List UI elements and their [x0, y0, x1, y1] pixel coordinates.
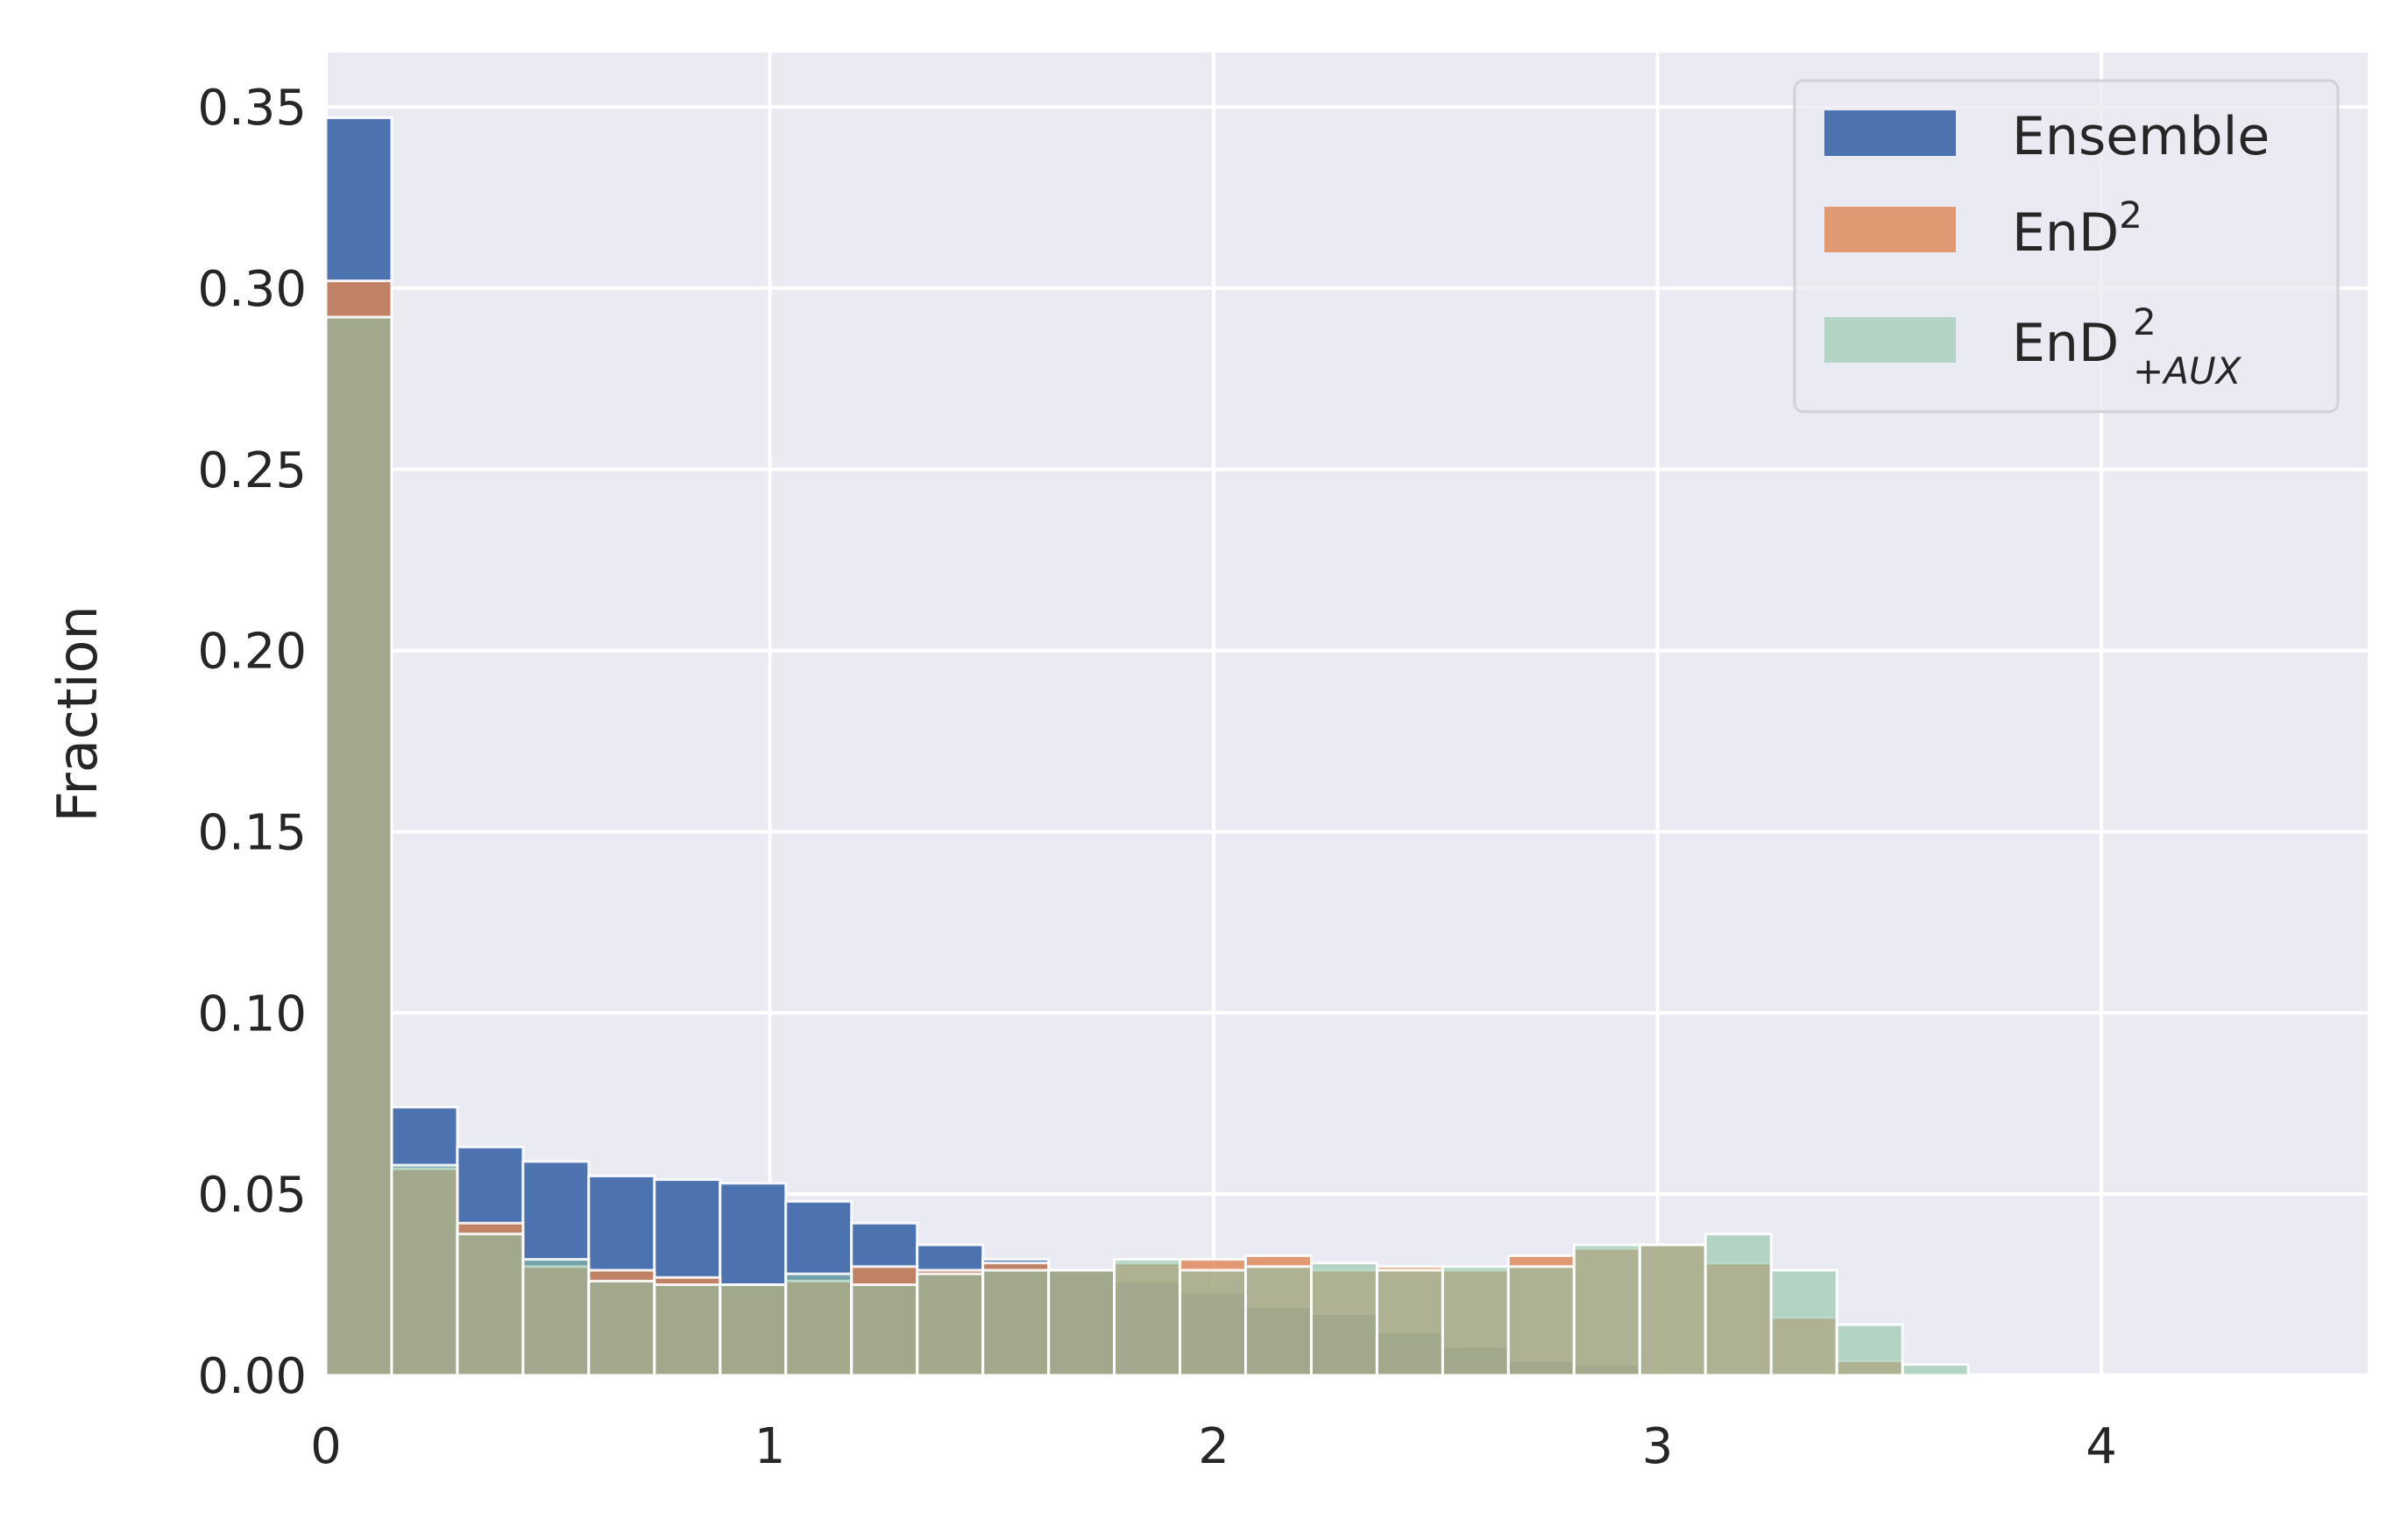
grid-lines [324, 53, 2368, 1377]
bar-series-2-bin-9 [916, 1272, 985, 1377]
legend-label-end2-sup: 2 [2119, 194, 2142, 237]
legend: Ensemble EnD2 EnD 2 +AUX [1793, 79, 2340, 413]
bar-series-2-bin-13 [1179, 1268, 1248, 1377]
bar-series-2-bin-12 [1113, 1258, 1182, 1377]
bar-series-2-bin-2 [456, 1233, 525, 1377]
legend-label-end2-aux: EnD [2012, 313, 2119, 374]
y-axis-label: Fraction [46, 605, 110, 823]
legend-label-ensemble: Ensemble [2012, 106, 2270, 167]
bar-series-2-bin-8 [850, 1283, 919, 1377]
x-tick-labels: 0 1 2 3 4 [310, 1418, 2117, 1475]
bar-series-2-bin-0 [324, 315, 393, 1377]
bar-series-2-bin-3 [521, 1258, 591, 1377]
bar-series-2-bin-11 [1047, 1268, 1116, 1377]
x-tick-label-2: 2 [1198, 1418, 1229, 1475]
legend-label-end2: EnD2 [2012, 194, 2142, 264]
bar-series-2-bin-19 [1572, 1243, 1641, 1377]
y-tick-label-7: 0.35 [197, 80, 307, 137]
y-tick-label-0: 0.00 [197, 1348, 307, 1405]
legend-swatch-ensemble [1824, 110, 1956, 156]
y-tick-labels: 0.00 0.05 0.10 0.15 0.20 0.25 0.30 0.35 [197, 80, 307, 1405]
bar-series-2-bin-1 [390, 1163, 459, 1377]
legend-swatch-end2 [1824, 207, 1956, 252]
bar-series-2-bin-17 [1441, 1265, 1510, 1377]
legend-label-end2-name: EnD [2012, 202, 2119, 264]
bar-series-2-bin-21 [1703, 1233, 1773, 1377]
legend-label-end2-aux-sup: 2 [2133, 300, 2157, 343]
x-tick-label-3: 3 [1642, 1418, 1674, 1475]
bar-series-2-bin-4 [587, 1279, 656, 1377]
bar-series-2-bin-7 [784, 1272, 853, 1377]
bar-series-2-bin-18 [1506, 1265, 1576, 1377]
y-tick-label-6: 0.30 [197, 261, 307, 318]
bar-series-2-bin-22 [1769, 1268, 1838, 1377]
y-tick-label-5: 0.25 [197, 442, 307, 499]
bar-series-2-bin-20 [1638, 1243, 1707, 1377]
y-tick-label-1: 0.05 [197, 1167, 307, 1224]
bar-series-2-bin-5 [653, 1283, 722, 1377]
bar-series-2-bin-16 [1375, 1268, 1444, 1377]
bar-series-2-bin-6 [719, 1283, 788, 1377]
series-2 [324, 315, 1970, 1377]
legend-label-end2-aux-sub: +AUX [2133, 350, 2242, 392]
y-tick-label-4: 0.20 [197, 624, 307, 681]
bar-series-2-bin-23 [1835, 1323, 1904, 1377]
x-tick-label-0: 0 [310, 1418, 342, 1475]
x-tick-label-4: 4 [2086, 1418, 2117, 1475]
bars [324, 116, 1970, 1377]
legend-swatch-end2-aux [1824, 317, 1956, 363]
bar-series-2-bin-24 [1901, 1363, 1970, 1377]
x-tick-label-1: 1 [754, 1418, 786, 1475]
y-tick-label-3: 0.15 [197, 804, 307, 861]
bar-series-2-bin-10 [981, 1268, 1051, 1377]
bar-series-2-bin-15 [1309, 1261, 1378, 1377]
y-tick-label-2: 0.10 [197, 986, 307, 1042]
bar-series-2-bin-14 [1244, 1265, 1313, 1377]
